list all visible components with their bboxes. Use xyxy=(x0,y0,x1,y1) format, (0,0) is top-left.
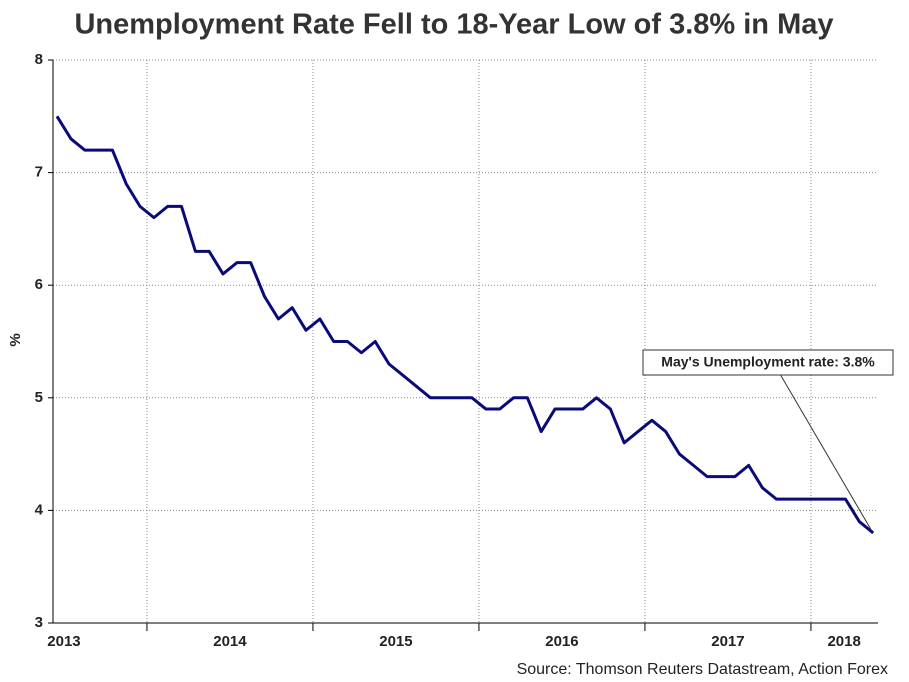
x-tick-label: 2013 xyxy=(47,633,80,650)
annotation-box xyxy=(642,349,894,376)
x-tick-label: 2018 xyxy=(827,633,860,650)
x-tick-label: 2015 xyxy=(379,633,412,650)
annotation: May's Unemployment rate: 3.8% xyxy=(661,354,875,370)
y-tick-label: 4 xyxy=(35,501,44,518)
source: Source: Thomson Reuters Datastream, Acti… xyxy=(517,661,888,678)
x-tick-label: 2014 xyxy=(213,633,247,650)
x-tick-label: 2017 xyxy=(711,633,744,650)
annotation-leader xyxy=(779,373,872,531)
x-tick-label: 2016 xyxy=(545,633,578,650)
y-tick-label: 8 xyxy=(35,51,43,68)
chart-title: Unemployment Rate Fell to 18-Year Low of… xyxy=(74,9,833,41)
y-tick-label: 5 xyxy=(35,389,43,406)
data-line xyxy=(55,115,875,535)
y-axis-label: % xyxy=(7,333,24,346)
y-tick-label: 3 xyxy=(35,614,43,631)
y-tick-label: 7 xyxy=(35,164,43,181)
y-tick-label: 6 xyxy=(35,276,43,293)
